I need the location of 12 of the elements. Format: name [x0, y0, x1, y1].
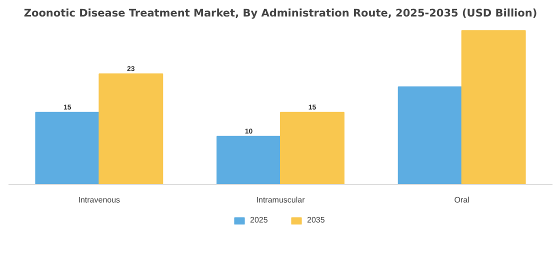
- legend-label: 2025: [250, 216, 269, 224]
- x-tick-label: Intramuscular: [256, 196, 306, 204]
- bar: [461, 30, 526, 184]
- bar: [98, 73, 164, 184]
- x-tick-label: Intravenous: [78, 196, 120, 204]
- chart-title: Zoonotic Disease Treatment Market, By Administration Route, 2025-2035 (USD Billion): [24, 8, 538, 20]
- legend-label: 2035: [307, 216, 326, 224]
- bar: [398, 86, 462, 184]
- bar: [216, 136, 281, 184]
- bar: [35, 112, 100, 184]
- x-tick-label: Oral: [454, 196, 470, 204]
- bar: [280, 112, 344, 184]
